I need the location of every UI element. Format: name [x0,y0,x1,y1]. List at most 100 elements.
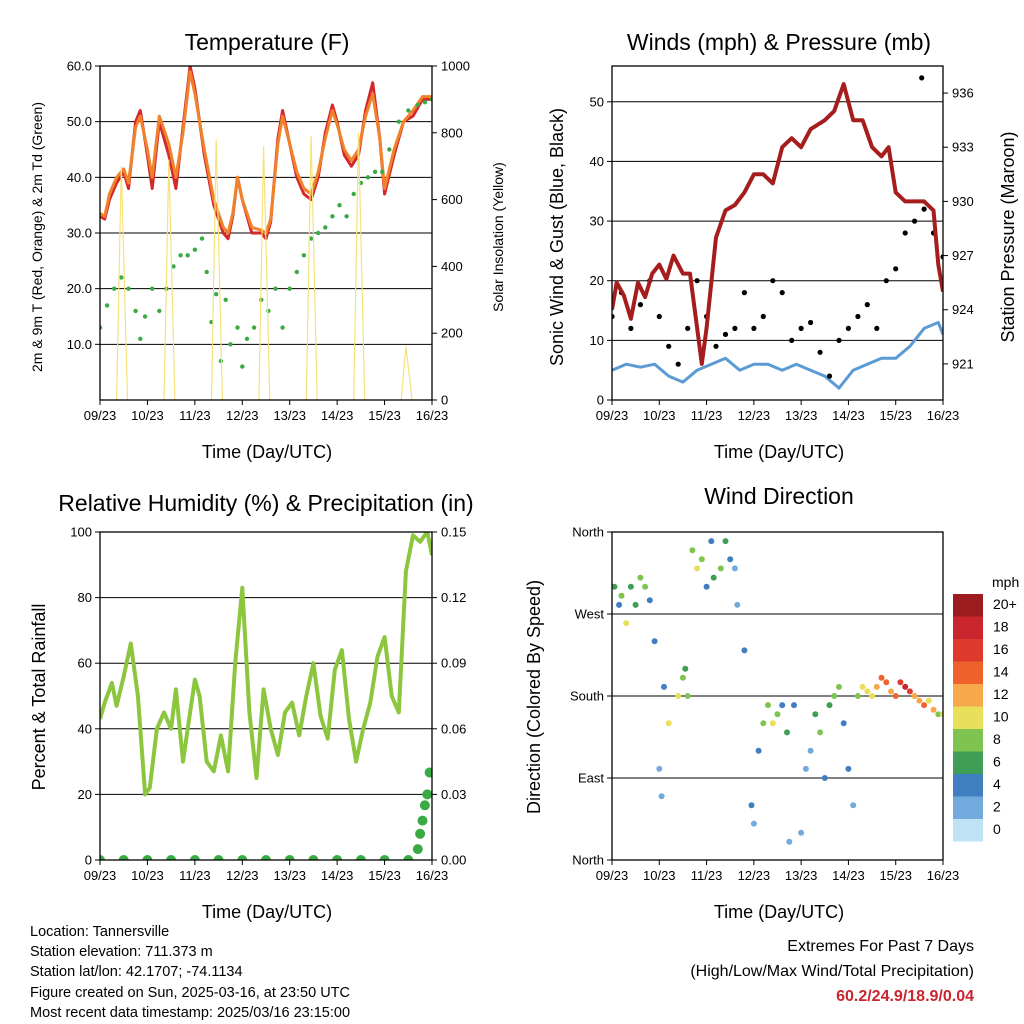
gust-point [685,325,691,331]
direction-point [665,720,672,727]
legend-label: 10 [993,709,1009,725]
gust-point [883,278,889,284]
x-tick-label: 16/23 [927,868,960,883]
precip-point [332,855,343,860]
wind-line [612,321,943,390]
gust-point [902,230,908,236]
direction-point [731,565,738,572]
direction-point [840,720,847,727]
extremes-values: 60.2/24.9/18.9/0.04 [836,988,974,1005]
dewpoint-point [138,336,143,341]
legend-swatch [953,751,983,774]
dewpoint-point [280,325,285,330]
direction-point [779,702,786,709]
direction-point [798,829,805,836]
direction-point [717,565,724,572]
direction-point [921,702,928,709]
precip-point [189,855,200,860]
temperature-x-label: Time (Day/UTC) [202,442,332,462]
direction-panel: Wind Direction Direction (Colored By Spe… [524,483,1019,922]
direction-point [727,556,734,563]
station-latlon: Station lat/lon: 42.1707; -74.1134 [30,964,243,981]
dewpoint-point [178,253,183,258]
gust-point [760,313,766,320]
direction-point [765,702,771,709]
y2-tick-label: 800 [441,125,463,140]
x-tick-label: 09/23 [596,408,629,423]
dewpoint-point [337,203,342,208]
dewpoint-point [308,236,314,241]
plot-frame [99,531,433,861]
dewpoint-point [301,253,307,258]
x-tick-label: 14/23 [321,408,354,423]
winds-panel: Winds (mph) & Pressure (mb) Sonic Wind &… [547,29,1018,462]
x-tick-label: 13/23 [785,868,818,883]
direction-point [802,765,809,772]
y-tick-label: 20 [78,787,92,802]
winds-x-label: Time (Day/UTC) [714,442,844,462]
gust-point [836,337,842,343]
dewpoint-point [150,286,155,291]
x-tick-label: 09/23 [84,408,117,423]
precip-point [424,767,432,778]
legend-label: 8 [993,731,1001,747]
precip-point [417,815,428,826]
direction-x-label: Time (Day/UTC) [714,902,844,922]
direction-point [661,683,667,690]
legend-swatch [953,819,983,842]
plot-series [612,538,943,845]
direction-point [878,674,885,681]
direction-point [684,693,691,699]
winds-title: Winds (mph) & Pressure (mb) [627,29,931,55]
rh-line [100,532,432,797]
gust-point [694,278,700,284]
humidity-title: Relative Humidity (%) & Precipitation (i… [58,490,473,516]
temp_9m-line [100,70,432,235]
dewpoint-point [251,325,257,330]
direction-point [791,702,797,709]
x-tick-label: 11/23 [179,868,211,883]
direction-point [940,711,943,718]
direction-point [906,688,913,695]
direction-point [807,747,814,754]
direction-point [774,711,781,718]
y2-tick-label: 921 [952,356,974,371]
y-tick-label: 40.0 [67,170,92,185]
direction-point [642,583,649,590]
precip-point [118,855,129,860]
legend-label: 2 [993,799,1001,815]
legend-swatch [953,796,983,819]
direction-point [708,538,715,545]
precip-point [355,855,366,860]
direction-point [935,711,942,718]
temperature-plot-area: 10.0 20.0 30.0 40.0 50.0 60.0 0 200 400 600 800 100… [67,59,470,424]
legend-label: 20+ [993,596,1017,612]
x-tick-label: 14/23 [832,868,865,883]
direction-point [755,747,762,754]
gust-point [921,206,927,212]
winds-y2-label: Station Pressure (Maroon) [998,131,1018,342]
humidity-panel: Relative Humidity (%) & Precipitation (i… [29,490,474,922]
direction-y-label: Direction (Colored By Speed) [524,580,544,814]
y2-tick-label: 400 [441,259,463,274]
dewpoint-point [214,292,219,297]
precip-point [422,789,432,800]
direction-point [916,697,923,704]
solar-peak [353,132,366,400]
winds-y-label: Sonic Wind & Gust (Blue, Black) [547,108,567,366]
direction-point [658,793,665,800]
y-tick-label: 50.0 [67,114,92,129]
gust-point [893,266,899,272]
gust-point [855,313,861,320]
direction-point [821,775,828,781]
dewpoint-point [344,214,349,219]
dewpoint-point [330,214,335,219]
precip-point [261,855,271,860]
y2-tick-label: 930 [952,194,974,209]
x-tick-label: 12/23 [226,408,259,423]
gust-point [864,302,870,308]
dewpoint-point [171,264,176,269]
legend-label: 4 [993,776,1001,792]
plot-frame [99,65,433,401]
dewpoint-point [244,336,250,341]
